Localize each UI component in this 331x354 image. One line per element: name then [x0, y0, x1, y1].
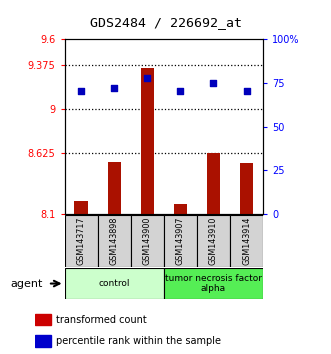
Bar: [164, 268, 263, 299]
Bar: [65, 268, 164, 299]
Bar: [240, 163, 253, 214]
Bar: [141, 68, 154, 214]
Bar: [174, 204, 187, 214]
Point: [178, 88, 183, 93]
Bar: [131, 215, 164, 267]
Bar: [65, 215, 98, 267]
Text: agent: agent: [10, 279, 42, 289]
Bar: [164, 215, 197, 267]
Bar: [74, 201, 88, 214]
Text: percentile rank within the sample: percentile rank within the sample: [56, 336, 221, 346]
Text: GSM143717: GSM143717: [76, 217, 86, 266]
Bar: [98, 215, 131, 267]
Bar: [35, 335, 51, 347]
Bar: [35, 314, 51, 325]
Text: GSM143898: GSM143898: [110, 217, 119, 265]
Text: GDS2484 / 226692_at: GDS2484 / 226692_at: [89, 16, 242, 29]
Bar: [230, 215, 263, 267]
Text: transformed count: transformed count: [56, 315, 147, 325]
Point: [211, 80, 216, 86]
Point: [244, 88, 249, 93]
Text: GSM143900: GSM143900: [143, 217, 152, 265]
Bar: [207, 153, 220, 214]
Bar: [197, 215, 230, 267]
Point: [112, 85, 117, 91]
Bar: [108, 161, 121, 214]
Text: GSM143907: GSM143907: [176, 217, 185, 266]
Text: control: control: [98, 279, 130, 288]
Text: GSM143914: GSM143914: [242, 217, 251, 265]
Point: [78, 88, 84, 93]
Point: [145, 75, 150, 81]
Text: tumor necrosis factor
alpha: tumor necrosis factor alpha: [165, 274, 262, 293]
Text: GSM143910: GSM143910: [209, 217, 218, 265]
